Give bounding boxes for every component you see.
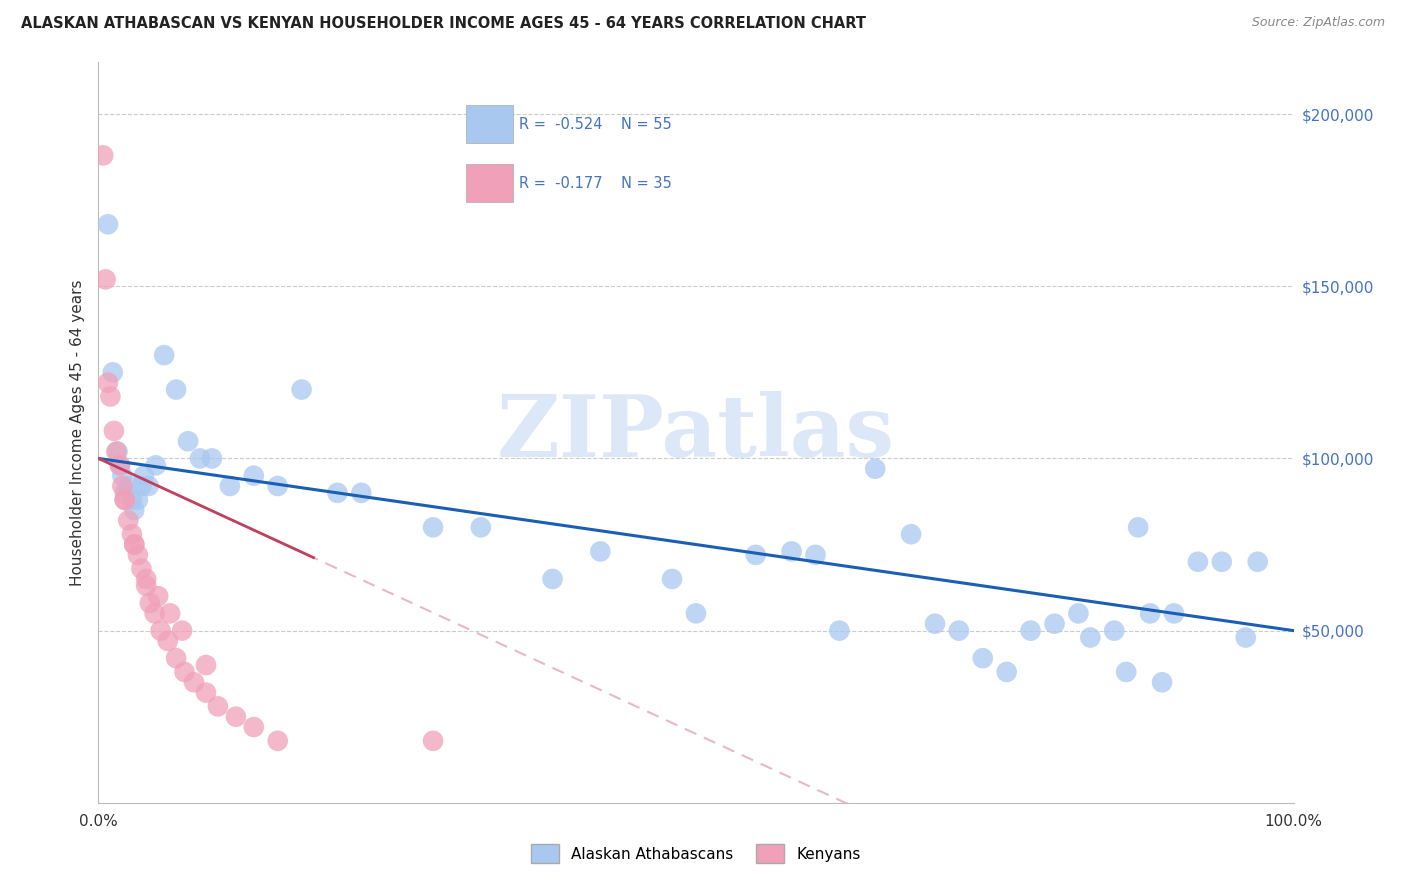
- Point: [97, 217, 120, 231]
- Point: [195, 685, 218, 699]
- Point: [685, 607, 707, 621]
- Point: [143, 607, 166, 621]
- Point: [111, 468, 134, 483]
- Point: [124, 503, 146, 517]
- Point: [94, 272, 117, 286]
- Point: [541, 572, 564, 586]
- Point: [165, 383, 187, 397]
- Y-axis label: Householder Income Ages 45 - 64 years: Householder Income Ages 45 - 64 years: [69, 279, 84, 586]
- Point: [1104, 624, 1126, 638]
- Point: [1234, 631, 1257, 645]
- Point: [132, 468, 155, 483]
- Point: [589, 544, 612, 558]
- Point: [131, 561, 153, 575]
- Point: [124, 537, 146, 551]
- Point: [1080, 631, 1102, 645]
- Point: [267, 734, 290, 748]
- Point: [183, 675, 205, 690]
- Point: [105, 444, 128, 458]
- Point: [177, 434, 200, 449]
- Point: [207, 699, 229, 714]
- Point: [219, 479, 242, 493]
- Point: [326, 486, 349, 500]
- Point: [131, 479, 153, 493]
- Point: [661, 572, 683, 586]
- Point: [267, 479, 290, 493]
- Point: [127, 548, 149, 562]
- Point: [111, 479, 134, 493]
- Point: [149, 624, 172, 638]
- Point: [1163, 607, 1185, 621]
- Point: [153, 348, 176, 362]
- Point: [127, 492, 149, 507]
- Point: [195, 658, 218, 673]
- Point: [124, 537, 146, 551]
- Point: [470, 520, 492, 534]
- Point: [108, 458, 131, 473]
- Point: [114, 492, 136, 507]
- Point: [804, 548, 827, 562]
- Point: [1128, 520, 1150, 534]
- Point: [291, 383, 314, 397]
- Point: [101, 365, 124, 379]
- Point: [165, 651, 187, 665]
- Point: [148, 589, 170, 603]
- Point: [135, 572, 157, 586]
- Text: ALASKAN ATHABASCAN VS KENYAN HOUSEHOLDER INCOME AGES 45 - 64 YEARS CORRELATION C: ALASKAN ATHABASCAN VS KENYAN HOUSEHOLDER…: [21, 16, 866, 31]
- Point: [114, 492, 136, 507]
- Point: [422, 734, 444, 748]
- Point: [135, 579, 157, 593]
- Point: [1115, 665, 1137, 679]
- Point: [103, 424, 125, 438]
- Legend: Alaskan Athabascans, Kenyans: Alaskan Athabascans, Kenyans: [526, 838, 866, 869]
- Point: [138, 479, 160, 493]
- Point: [243, 720, 266, 734]
- Point: [173, 665, 195, 679]
- Text: Source: ZipAtlas.com: Source: ZipAtlas.com: [1251, 16, 1385, 29]
- Point: [201, 451, 224, 466]
- Point: [97, 376, 120, 390]
- Point: [995, 665, 1018, 679]
- Point: [159, 607, 181, 621]
- Point: [108, 458, 131, 473]
- Point: [422, 520, 444, 534]
- Point: [117, 513, 139, 527]
- Point: [780, 544, 803, 558]
- Text: ZIPatlas: ZIPatlas: [496, 391, 896, 475]
- Point: [1187, 555, 1209, 569]
- Point: [91, 148, 114, 162]
- Point: [114, 486, 136, 500]
- Point: [188, 451, 211, 466]
- Point: [1211, 555, 1233, 569]
- Point: [1247, 555, 1270, 569]
- Point: [1139, 607, 1161, 621]
- Point: [107, 444, 129, 458]
- Point: [972, 651, 994, 665]
- Point: [948, 624, 970, 638]
- Point: [1152, 675, 1174, 690]
- Point: [121, 492, 143, 507]
- Point: [243, 468, 266, 483]
- Point: [745, 548, 768, 562]
- Point: [139, 596, 162, 610]
- Point: [1043, 616, 1066, 631]
- Point: [924, 616, 946, 631]
- Point: [121, 527, 143, 541]
- Point: [145, 458, 167, 473]
- Point: [1019, 624, 1042, 638]
- Point: [156, 634, 179, 648]
- Point: [350, 486, 373, 500]
- Point: [900, 527, 922, 541]
- Point: [1067, 607, 1090, 621]
- Point: [117, 479, 139, 493]
- Point: [98, 389, 122, 403]
- Point: [225, 709, 247, 723]
- Point: [828, 624, 851, 638]
- Point: [865, 462, 887, 476]
- Point: [172, 624, 194, 638]
